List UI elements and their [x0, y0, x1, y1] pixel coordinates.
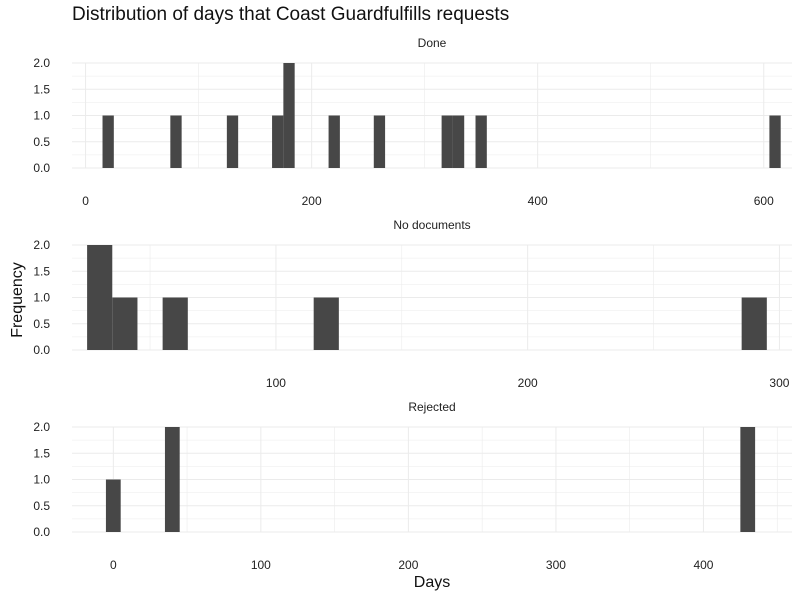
x-axis-label: Days: [413, 574, 451, 591]
y-tick-label: 1.0: [33, 109, 50, 123]
x-tick-label: 200: [302, 194, 322, 208]
histogram-bar: [226, 115, 239, 168]
y-tick-label: 0.5: [33, 135, 50, 149]
y-tick-label: 1.5: [33, 446, 50, 460]
histogram-bar: [741, 297, 767, 350]
y-tick-label: 1.5: [33, 264, 50, 278]
histogram-bar: [769, 115, 781, 168]
histogram-bar: [112, 297, 138, 350]
histogram-bar: [87, 245, 113, 350]
x-tick-label: 400: [693, 558, 713, 572]
y-tick-label: 1.5: [33, 82, 50, 96]
x-tick-label: 300: [546, 558, 566, 572]
histogram-bar: [475, 115, 487, 168]
histogram-bar: [313, 297, 339, 350]
y-tick-label: 0.5: [33, 317, 50, 331]
histogram-bar: [164, 427, 180, 532]
histogram-bar: [452, 115, 465, 168]
histogram-bar: [283, 63, 295, 168]
histogram-bar: [328, 115, 340, 168]
panel-strip-label: No documents: [393, 218, 470, 232]
y-tick-label: 2.0: [33, 420, 50, 434]
histogram-bar: [272, 115, 284, 168]
chart-title: Distribution of days that Coast Guardful…: [72, 4, 510, 25]
histogram-bar: [441, 115, 453, 168]
histogram-bar: [373, 115, 386, 168]
histogram-bar: [105, 479, 121, 532]
panel-strip-label: Rejected: [408, 400, 455, 414]
x-tick-label: 100: [266, 376, 286, 390]
y-tick-label: 1.0: [33, 473, 50, 487]
y-tick-label: 2.0: [33, 56, 50, 70]
y-tick-label: 0.0: [33, 525, 50, 539]
histogram-bar: [162, 297, 188, 350]
x-tick-label: 400: [528, 194, 548, 208]
y-tick-label: 0.5: [33, 499, 50, 513]
x-tick-label: 0: [82, 194, 89, 208]
x-tick-label: 200: [398, 558, 418, 572]
histogram-bar: [170, 115, 182, 168]
x-tick-label: 200: [518, 376, 538, 390]
histogram-bar: [102, 115, 114, 168]
x-tick-label: 300: [769, 376, 789, 390]
y-tick-label: 2.0: [33, 238, 50, 252]
x-tick-label: 600: [754, 194, 774, 208]
x-tick-label: 0: [110, 558, 117, 572]
y-tick-label: 0.0: [33, 343, 50, 357]
histogram-bar: [740, 427, 756, 532]
x-tick-label: 100: [251, 558, 271, 572]
y-tick-label: 0.0: [33, 161, 50, 175]
y-tick-label: 1.0: [33, 291, 50, 305]
panel-strip-label: Done: [418, 36, 447, 50]
